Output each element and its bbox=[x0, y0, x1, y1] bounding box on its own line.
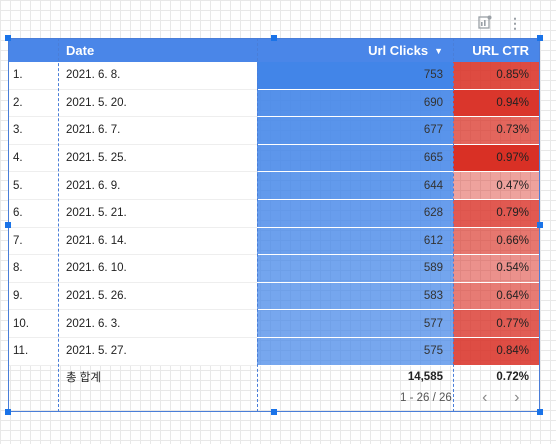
resize-handle[interactable] bbox=[537, 222, 543, 228]
row-index: 10. bbox=[9, 310, 58, 338]
chart-settings-icon[interactable] bbox=[476, 14, 494, 32]
table-row[interactable]: 10. 2021. 6. 3. 577 0.77% bbox=[9, 310, 539, 338]
column-divider bbox=[257, 38, 258, 412]
url-clicks-cell: 628 bbox=[257, 199, 453, 228]
date-cell: 2021. 6. 10. bbox=[58, 255, 257, 283]
row-index: 4. bbox=[9, 144, 58, 173]
resize-handle[interactable] bbox=[537, 409, 543, 415]
pagination-range: 1 - 26 / 26 bbox=[400, 392, 452, 404]
pagination: 1 - 26 / 26 ‹ › bbox=[400, 388, 528, 408]
table-row[interactable]: 9. 2021. 5. 26. 583 0.64% bbox=[9, 282, 539, 311]
row-index: 7. bbox=[9, 227, 58, 256]
row-index: 5. bbox=[9, 172, 58, 200]
url-clicks-cell: 589 bbox=[257, 255, 453, 283]
resize-handle[interactable] bbox=[5, 35, 11, 41]
table-header: Date Url Clicks ▼ URL CTR bbox=[9, 39, 539, 62]
date-cell: 2021. 6. 8. bbox=[58, 62, 257, 90]
url-ctr-cell: 0.84% bbox=[453, 337, 539, 366]
data-table: Date Url Clicks ▼ URL CTR 1. 2021. 6. 8. 75… bbox=[9, 39, 539, 388]
grand-total-ctr: 0.72% bbox=[496, 370, 529, 383]
table-row[interactable]: 3. 2021. 6. 7. 677 0.73% bbox=[9, 117, 539, 145]
url-clicks-cell: 577 bbox=[257, 310, 453, 338]
sort-desc-icon[interactable]: ▼ bbox=[434, 45, 443, 56]
url-ctr-cell: 0.66% bbox=[453, 227, 539, 256]
date-cell: 2021. 6. 3. bbox=[58, 310, 257, 338]
table-row[interactable]: 5. 2021. 6. 9. 644 0.47% bbox=[9, 172, 539, 200]
date-cell: 2021. 6. 7. bbox=[58, 117, 257, 145]
header-url-ctr[interactable]: URL CTR bbox=[472, 43, 529, 58]
date-cell: 2021. 5. 20. bbox=[58, 89, 257, 118]
url-ctr-cell: 0.85% bbox=[453, 62, 539, 90]
table-row[interactable]: 4. 2021. 5. 25. 665 0.97% bbox=[9, 144, 539, 173]
row-index: 8. bbox=[9, 255, 58, 283]
url-ctr-cell: 0.47% bbox=[453, 172, 539, 200]
url-ctr-cell: 0.94% bbox=[453, 89, 539, 118]
url-ctr-cell: 0.54% bbox=[453, 255, 539, 283]
table-row[interactable]: 2. 2021. 5. 20. 690 0.94% bbox=[9, 89, 539, 118]
date-cell: 2021. 6. 9. bbox=[58, 172, 257, 200]
grand-total-label: 총 합계 bbox=[66, 371, 101, 384]
row-index: 3. bbox=[9, 117, 58, 145]
url-ctr-cell: 0.64% bbox=[453, 282, 539, 311]
url-ctr-cell: 0.73% bbox=[453, 117, 539, 145]
selection-frame[interactable] bbox=[8, 38, 540, 412]
table-row[interactable]: 11. 2021. 5. 27. 575 0.84% bbox=[9, 337, 539, 366]
resize-handle[interactable] bbox=[537, 35, 543, 41]
url-clicks-cell: 690 bbox=[257, 89, 453, 118]
url-ctr-cell: 0.79% bbox=[453, 199, 539, 228]
url-clicks-cell: 583 bbox=[257, 282, 453, 311]
row-index: 9. bbox=[9, 282, 58, 311]
url-clicks-cell: 677 bbox=[257, 117, 453, 145]
date-cell: 2021. 6. 14. bbox=[58, 227, 257, 256]
table-footer: 총 합계 14,585 0.72% bbox=[9, 366, 539, 388]
row-index: 11. bbox=[9, 337, 58, 366]
table-row[interactable]: 6. 2021. 5. 21. 628 0.79% bbox=[9, 199, 539, 228]
header-url-clicks[interactable]: Url Clicks ▼ bbox=[368, 43, 443, 58]
date-cell: 2021. 5. 25. bbox=[58, 144, 257, 173]
url-clicks-cell: 644 bbox=[257, 172, 453, 200]
resize-handle[interactable] bbox=[5, 409, 11, 415]
row-index: 2. bbox=[9, 89, 58, 118]
date-cell: 2021. 5. 27. bbox=[58, 337, 257, 366]
resize-handle[interactable] bbox=[271, 35, 277, 41]
date-cell: 2021. 5. 26. bbox=[58, 282, 257, 311]
header-date[interactable]: Date bbox=[66, 43, 95, 58]
column-divider bbox=[453, 38, 454, 412]
row-index: 1. bbox=[9, 62, 58, 90]
url-clicks-cell: 665 bbox=[257, 144, 453, 173]
grand-total-clicks: 14,585 bbox=[407, 370, 443, 383]
url-clicks-cell: 612 bbox=[257, 227, 453, 256]
chevron-left-icon[interactable]: ‹ bbox=[482, 389, 488, 406]
date-cell: 2021. 5. 21. bbox=[58, 199, 257, 228]
url-ctr-cell: 0.77% bbox=[453, 310, 539, 338]
table-row[interactable]: 1. 2021. 6. 8. 753 0.85% bbox=[9, 62, 539, 90]
column-divider bbox=[58, 38, 59, 412]
url-ctr-cell: 0.97% bbox=[453, 144, 539, 173]
resize-handle[interactable] bbox=[271, 409, 277, 415]
chevron-right-icon[interactable]: › bbox=[514, 389, 520, 406]
resize-handle[interactable] bbox=[5, 222, 11, 228]
url-clicks-cell: 753 bbox=[257, 62, 453, 90]
more-vert-icon[interactable]: ⋮ bbox=[508, 15, 522, 31]
table-row[interactable]: 7. 2021. 6. 14. 612 0.66% bbox=[9, 227, 539, 256]
row-index: 6. bbox=[9, 199, 58, 228]
url-clicks-cell: 575 bbox=[257, 337, 453, 366]
table-row[interactable]: 8. 2021. 6. 10. 589 0.54% bbox=[9, 255, 539, 283]
